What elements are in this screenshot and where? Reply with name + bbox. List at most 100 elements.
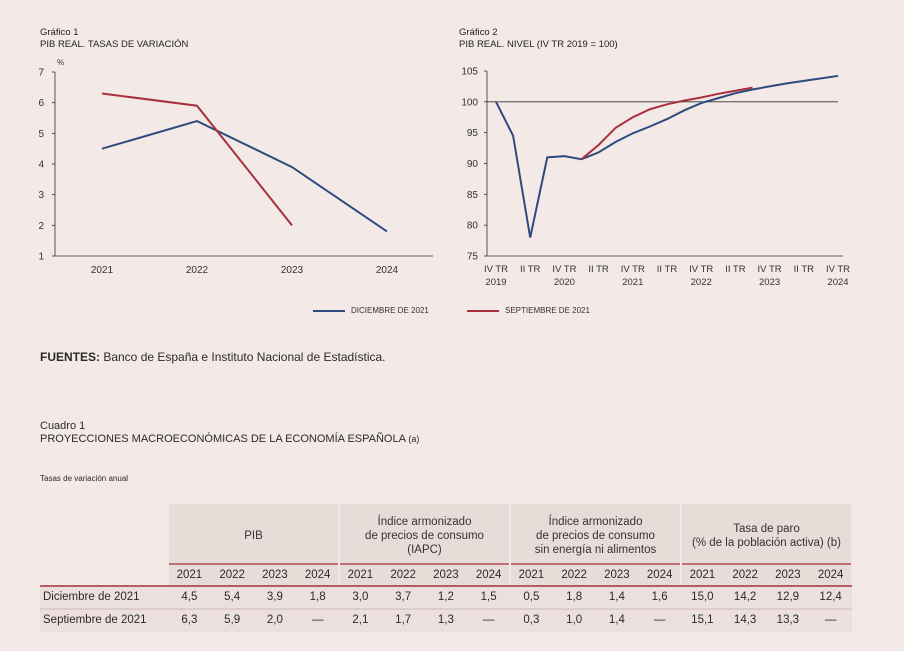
chart1-ytick-label: 5 [38,129,44,140]
table-group-band [340,504,509,586]
table-cell: 12,9 [776,591,800,603]
chart2-series-line-septiembre [580,86,753,160]
table-year-header: 2021 [689,569,716,581]
chart2-label: Gráfico 2 [459,27,498,38]
table-cell: 6,3 [181,614,198,626]
chart2-xtick-year: 2019 [485,277,506,288]
chart2-xtick-year: 2021 [622,277,643,288]
table-title-block: Cuadro 1 PROYECCIONES MACROECONÓMICAS DE… [40,420,419,446]
table-group-header-line: de precios de consumo [365,530,484,542]
table-cell: 1,5 [480,591,497,603]
table-year-header: 2022 [561,569,587,581]
chart2-ytick-label: 105 [461,67,478,78]
chart2-xtick-label: IV TR [621,264,645,275]
table-group-band [511,504,680,586]
chart2-series-line-diciembre [495,74,839,238]
chart2-xtick-label: II TR [725,264,746,275]
chart2-xtick-label: II TR [794,264,815,275]
chart2-xtick-label: IV TR [758,264,782,275]
chart2-ytick-label: 95 [467,128,479,139]
table-year-header: 2024 [646,569,673,581]
chart2-xtick-year: 2022 [691,277,712,288]
table-cell: 15,1 [691,614,714,626]
table-cell: — [653,614,666,626]
table-year-header: 2023 [433,569,459,581]
projections-table: PIB 2021 2022 2023 2024 Índice armonizado de p… [40,504,852,632]
chart1-unit-label: % [57,58,64,67]
table-group-header: PIB [168,529,339,543]
table-cell: 3,9 [266,591,283,603]
table-cell: — [482,614,495,626]
table-cell: 15,0 [691,591,714,603]
legend-diciembre: DICIEMBRE DE 2021 [313,306,429,315]
chart2-ytick-label: 100 [461,97,478,108]
chart2-xtick-label: IV TR [826,264,850,275]
table-group-header-line: sin energía ni alimentos [534,544,657,556]
table-group-header-line: de precios de consumo [536,530,655,542]
chart2-line-chart: 75 80 85 90 95 100 105 IV TR 2019 II TR IV TR 2020… [461,67,850,289]
table-cell: 1,3 [437,614,454,626]
table-cell: 12,4 [819,591,842,603]
table-cell: 5,9 [224,614,241,626]
table-group-header: Índice armonizado de precios de consumo si… [510,515,681,557]
table-cell: 3,0 [352,591,369,603]
table-decoration [40,504,852,632]
table-year-header: 2022 [732,569,758,581]
chart1-ytick-label: 2 [38,221,44,232]
chart1-title-block: Gráfico 1 PIB REAL. TASAS DE VARIACIÓN [40,27,188,51]
sources-label: FUENTES: [40,350,100,364]
table-year-header: 2023 [775,569,801,581]
chart2-xtick-label: II TR [588,264,609,275]
table-cell: 1,8 [566,591,583,603]
table-cell: 5,4 [224,591,241,603]
chart1-series-line-diciembre [101,119,388,233]
table-year-header: 2022 [219,569,245,581]
table-cell: 1,0 [566,614,583,626]
table-cell: — [311,614,324,626]
table-row-label: Diciembre de 2021 [43,591,140,603]
table-group-band [682,504,851,586]
legend-septiembre: SEPTIEMBRE DE 2021 [467,306,590,315]
chart1-series-line-septiembre [101,92,293,226]
chart1-ytick-label: 3 [38,190,44,201]
chart1-ytick-label: 7 [38,68,44,79]
table-group-header-line: Índice armonizado [377,516,472,528]
table-year-header: 2024 [304,569,331,581]
table-group-header-line: Tasa de paro [733,523,800,535]
table-cell: 0,5 [523,591,540,603]
chart2-ytick-label: 85 [467,190,479,201]
table-cell: 1,6 [651,591,668,603]
chart2-title: PIB REAL. NIVEL (IV TR 2019 = 100) [459,39,618,50]
table-year-header: 2021 [518,569,545,581]
legend-septiembre-label: SEPTIEMBRE DE 2021 [505,306,590,315]
chart1-line-chart: % 1 2 3 4 5 6 7 2021 2022 2023 2024 [38,58,433,276]
table-title-text: PROYECCIONES MACROECONÓMICAS DE LA ECONO… [40,433,406,445]
chart2-xtick-year: 2024 [827,277,848,288]
chart2-xtick-label: II TR [657,264,678,275]
sources-text: Banco de España e Instituto Nacional de … [100,350,386,364]
chart2-title-block: Gráfico 2 PIB REAL. NIVEL (IV TR 2019 = … [459,27,618,51]
table-year-header: 2024 [817,569,844,581]
table-label: Cuadro 1 [40,420,86,432]
table-unit-note: Tasas de variación anual [40,474,129,483]
chart1-title: PIB REAL. TASAS DE VARIACIÓN [40,39,189,50]
legend-diciembre-label: DICIEMBRE DE 2021 [351,306,429,315]
chart1-ytick-label: 1 [38,252,44,263]
table-group-header-line: (IAPC) [407,544,442,556]
table-year-header: 2023 [604,569,630,581]
table-cell: — [824,614,837,626]
table-group-header-line: Índice armonizado [548,516,643,528]
table-year-header: 2023 [262,569,288,581]
chart2-xtick-label: IV TR [689,264,713,275]
chart2-xtick-year: 2023 [759,277,780,288]
table-cell: 1,8 [309,591,326,603]
table-group-header-line: (% de la población activa) (b) [692,537,841,549]
chart1-ytick-label: 4 [38,160,44,171]
chart1-label: Gráfico 1 [40,27,79,38]
chart2-xtick-year: 2020 [554,277,575,288]
table-cell: 2,1 [352,614,369,626]
table-year-header: 2021 [176,569,203,581]
table-year-header: 2024 [475,569,502,581]
chart2-xtick-label: IV TR [552,264,576,275]
table-cell: 4,5 [181,591,198,603]
